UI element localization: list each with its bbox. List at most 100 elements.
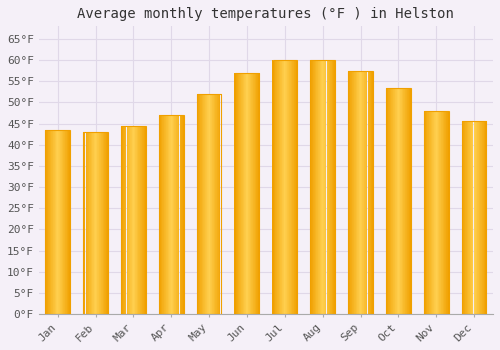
Bar [247,73,248,314]
Bar [398,88,399,314]
Bar [175,115,176,314]
Bar [166,115,167,314]
Bar [54,130,55,314]
Bar [124,126,125,314]
Bar [349,71,350,314]
Bar [144,126,145,314]
Bar [368,71,369,314]
Bar [332,60,333,314]
Bar [258,73,259,314]
Bar [176,115,177,314]
Bar [214,94,215,314]
Bar [69,130,70,314]
Bar [470,121,471,314]
Bar [197,94,198,314]
Bar [161,115,162,314]
Bar [52,130,54,314]
Bar [132,126,133,314]
Bar [97,132,98,314]
Bar [431,111,432,314]
Bar [484,121,485,314]
Bar [481,121,482,314]
Bar [139,126,140,314]
Bar [121,126,122,314]
Bar [438,111,439,314]
Bar [324,60,325,314]
Bar [397,88,398,314]
Bar [49,130,50,314]
Bar [103,132,104,314]
Bar [331,60,332,314]
Bar [243,73,244,314]
Bar [180,115,181,314]
Bar [168,115,169,314]
Bar [462,121,463,314]
Bar [360,71,361,314]
Bar [406,88,407,314]
Bar [249,73,250,314]
Bar [136,126,137,314]
Bar [252,73,254,314]
Bar [107,132,108,314]
Bar [141,126,142,314]
Bar [165,115,166,314]
Bar [208,94,209,314]
Bar [102,132,103,314]
Bar [248,73,249,314]
Bar [295,60,296,314]
Bar [392,88,394,314]
Bar [424,111,425,314]
Bar [61,130,62,314]
Bar [333,60,334,314]
Bar [55,130,56,314]
Bar [404,88,406,314]
Bar [179,115,180,314]
Bar [234,73,260,314]
Bar [482,121,483,314]
Bar [288,60,290,314]
Bar [462,121,486,314]
Bar [239,73,240,314]
Bar [480,121,481,314]
Bar [443,111,444,314]
Bar [471,121,472,314]
Bar [273,60,274,314]
Bar [245,73,246,314]
Bar [440,111,442,314]
Bar [212,94,213,314]
Bar [257,73,258,314]
Bar [310,60,312,314]
Bar [325,60,326,314]
Bar [172,115,173,314]
Bar [353,71,354,314]
Bar [370,71,372,314]
Bar [215,94,216,314]
Bar [100,132,102,314]
Bar [83,132,84,314]
Bar [122,126,124,314]
Bar [351,71,352,314]
Bar [206,94,207,314]
Bar [204,94,206,314]
Bar [106,132,107,314]
Bar [437,111,438,314]
Bar [158,115,160,314]
Bar [92,132,93,314]
Bar [45,130,46,314]
Bar [400,88,401,314]
Bar [46,130,47,314]
Bar [142,126,143,314]
Bar [164,115,165,314]
Bar [88,132,90,314]
Bar [220,94,221,314]
Bar [167,115,168,314]
Bar [133,126,134,314]
Bar [448,111,449,314]
Bar [218,94,219,314]
Bar [145,126,146,314]
Bar [287,60,288,314]
Bar [327,60,328,314]
Bar [388,88,389,314]
Bar [466,121,467,314]
Bar [196,94,197,314]
